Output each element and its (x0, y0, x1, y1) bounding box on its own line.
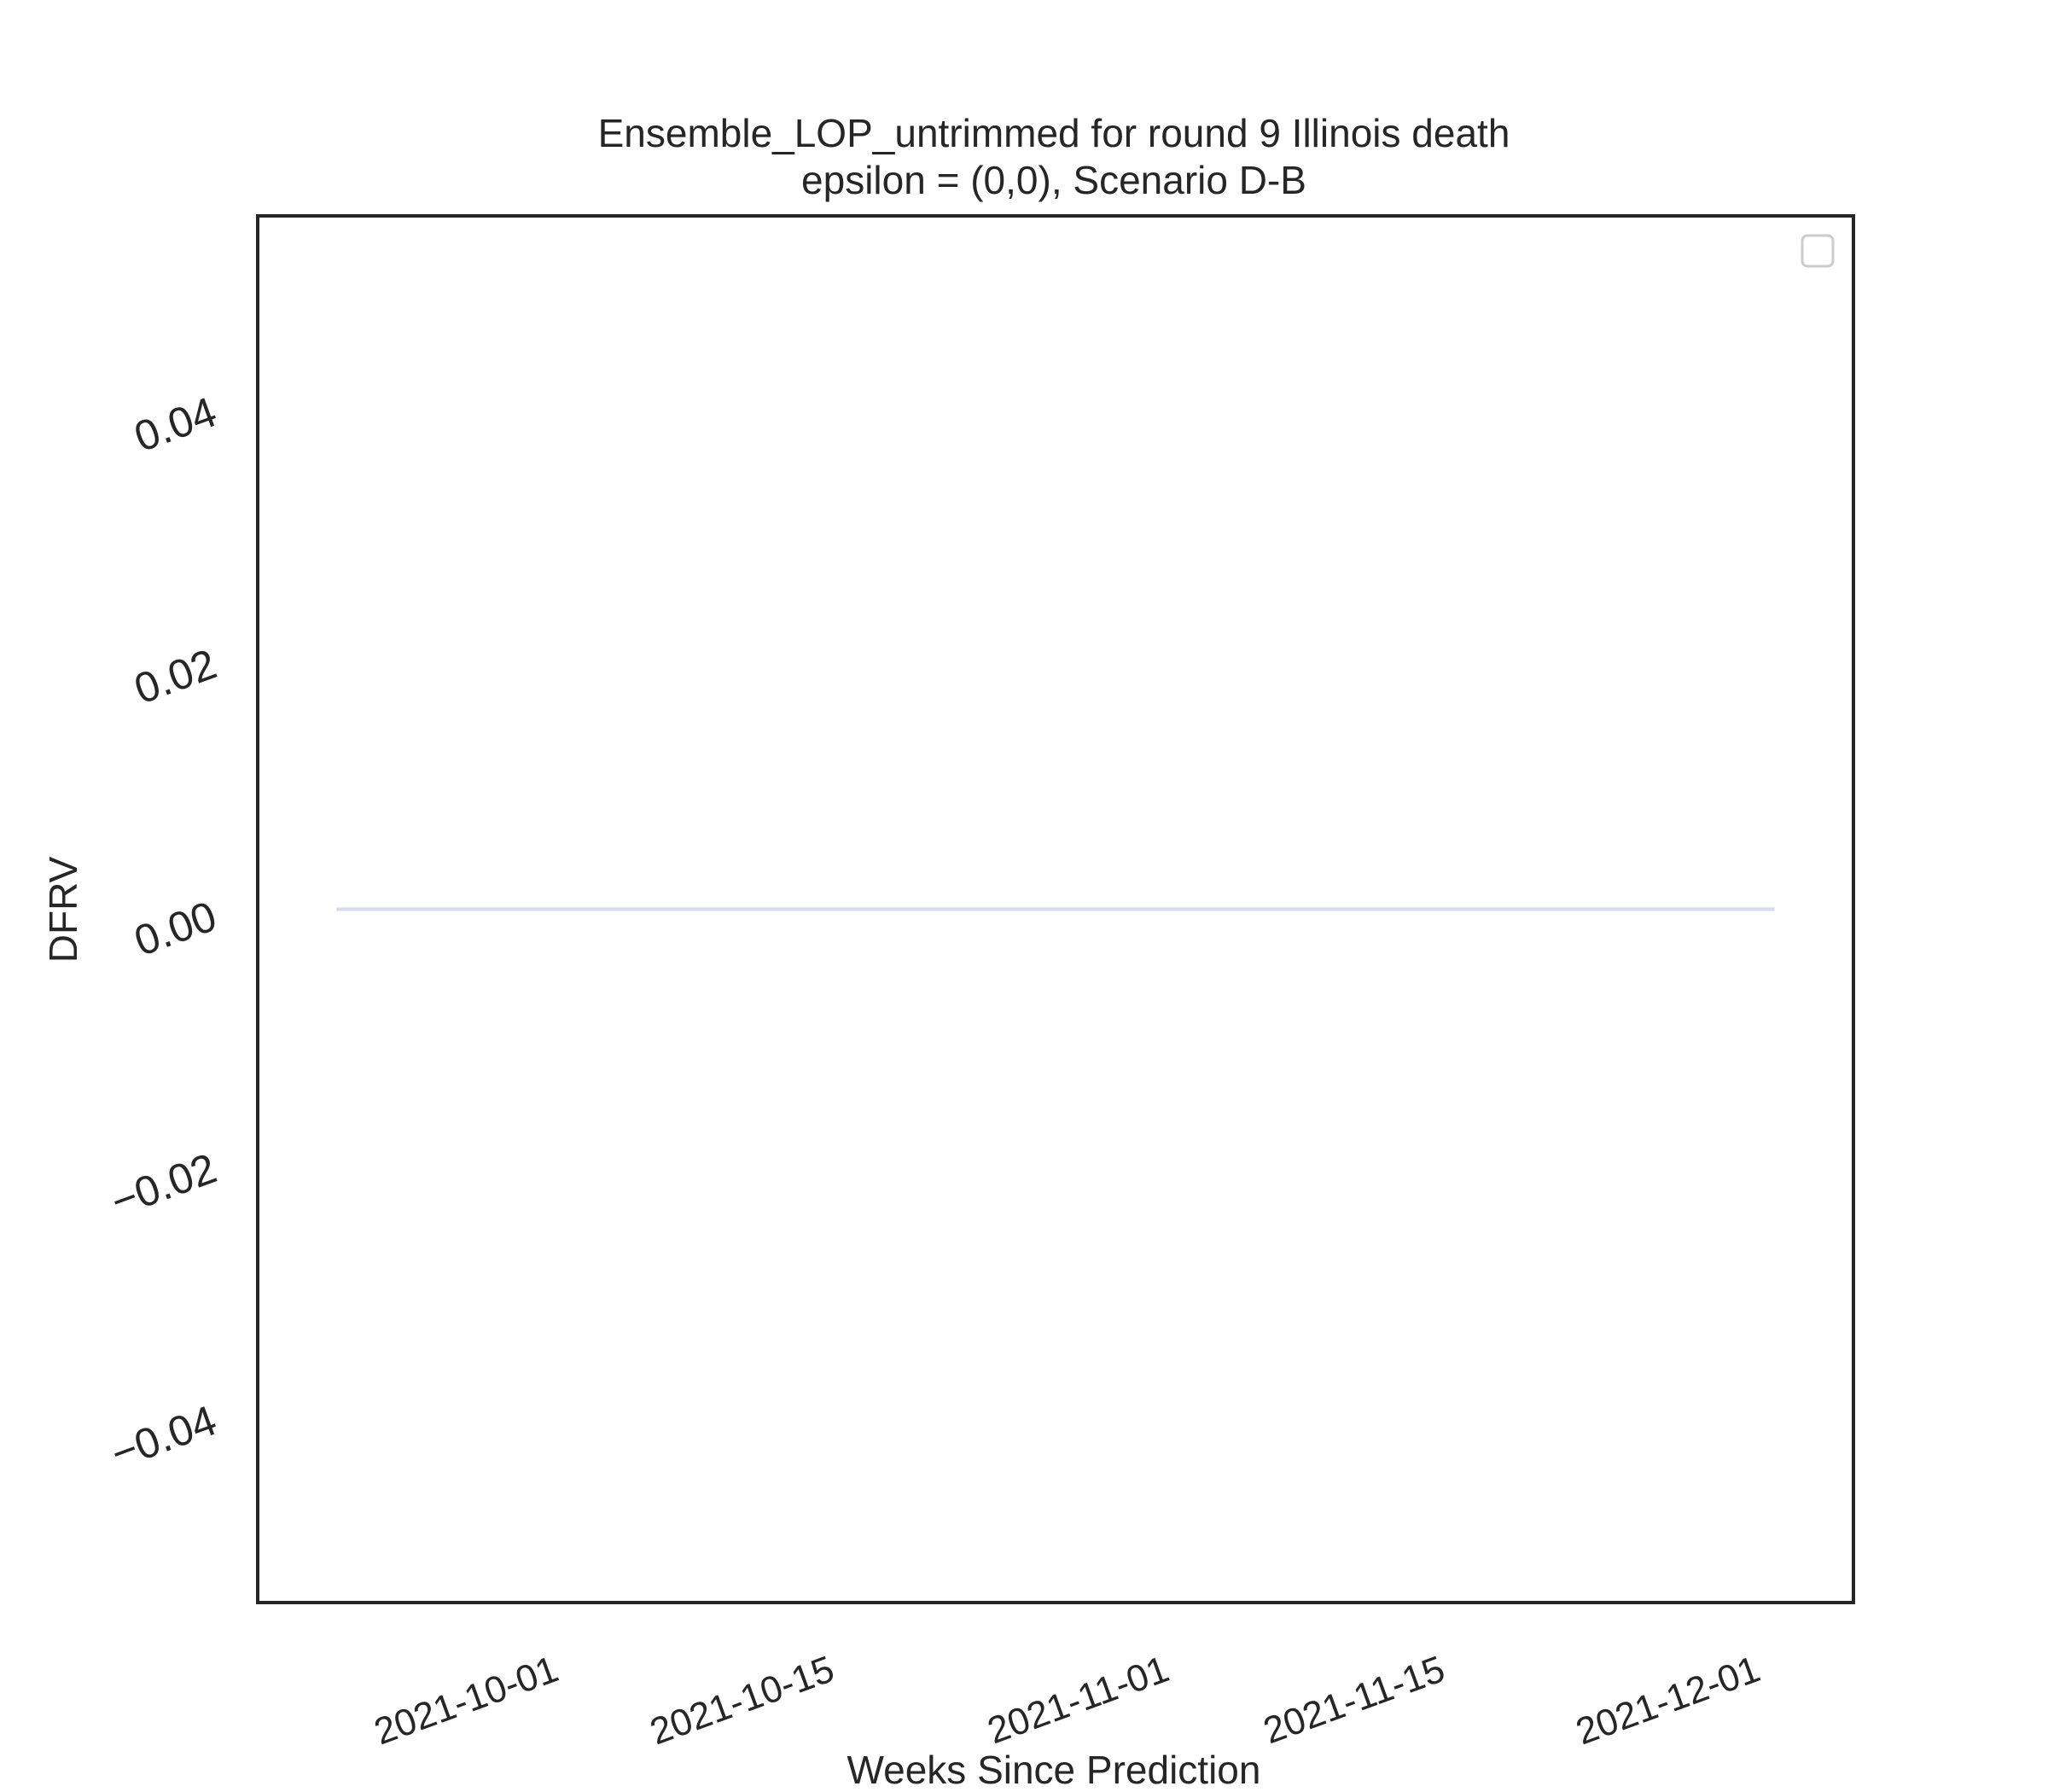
x-tick-label: 2021-11-01 (982, 1648, 1174, 1752)
x-tick-label: 2021-11-15 (1258, 1648, 1450, 1752)
y-tick-label: 0.02 (128, 640, 223, 713)
y-axis-label: DFRV (41, 856, 85, 963)
x-tick-label: 2021-10-01 (369, 1648, 563, 1753)
x-axis-label: Weeks Since Prediction (847, 1748, 1261, 1792)
x-tick-label: 2021-12-01 (1571, 1648, 1766, 1753)
y-tick-label: 0.00 (128, 892, 223, 965)
x-tick-labels: 2021-10-01 2021-10-15 2021-11-01 2021-11-15… (369, 1648, 1766, 1753)
chart-title: Ensemble_LOP_untrimmed for round 9 Illin… (598, 111, 1510, 155)
y-tick-label: 0.04 (128, 387, 223, 461)
chart-subtitle: epsilon = (0,0), Scenario D-B (801, 158, 1306, 202)
x-tick-label: 2021-10-15 (644, 1648, 839, 1753)
y-tick-labels: 0.04 0.02 0.00 −0.02 −0.04 (105, 387, 223, 1478)
legend-box (1801, 234, 1835, 268)
y-tick-label: −0.02 (105, 1144, 223, 1226)
y-tick-label: −0.04 (105, 1396, 223, 1478)
